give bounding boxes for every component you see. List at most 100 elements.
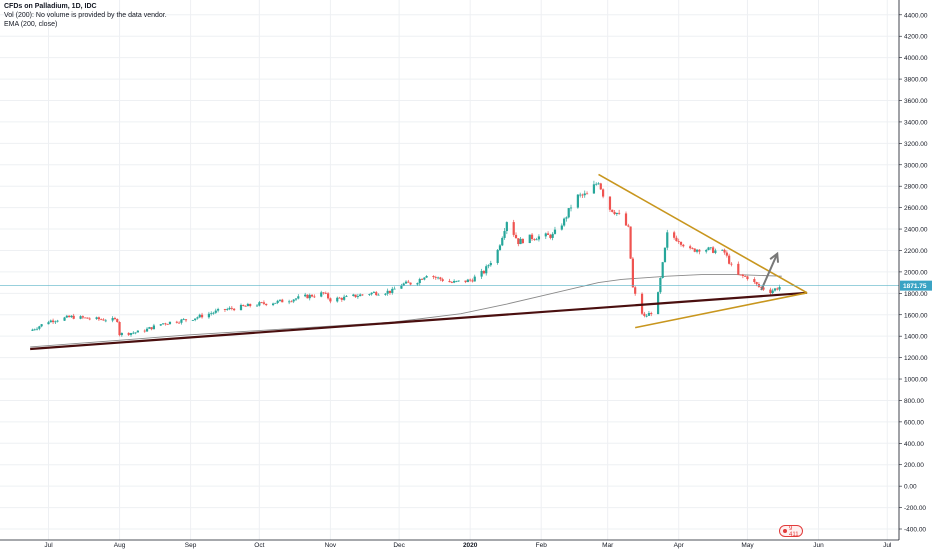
candle-body: [659, 277, 662, 293]
candle-body: [182, 319, 185, 321]
candle-body: [210, 313, 213, 315]
candle-body: [453, 280, 456, 283]
candle-body: [503, 231, 506, 238]
candle-body: [423, 277, 426, 280]
candle-body: [448, 280, 451, 283]
candle-body: [517, 238, 520, 245]
candle-body: [537, 236, 541, 240]
candle-body: [265, 303, 268, 306]
candle-body: [661, 262, 664, 278]
y-tick-label: 4200.00: [904, 34, 928, 41]
candle-body: [455, 280, 458, 282]
candle-body: [329, 298, 332, 302]
candle-body: [420, 279, 424, 280]
breakout-arrow-icon: [760, 253, 779, 291]
x-tick-label: May: [741, 542, 754, 549]
candle-body: [63, 317, 66, 321]
symbol-title: CFDs on Palladium, 1D, IDC: [4, 3, 97, 10]
alerts-badge[interactable]: 9 411: [779, 525, 803, 538]
candle-body: [634, 287, 637, 294]
candle-body: [134, 332, 137, 334]
y-tick-label: 4000.00: [904, 55, 928, 62]
candle-body: [512, 222, 515, 235]
candle-body: [132, 332, 135, 334]
candle-body: [391, 288, 394, 293]
candle-body: [677, 241, 680, 242]
candle-body: [643, 313, 646, 316]
candle-body: [466, 279, 469, 283]
candle-body: [482, 270, 486, 274]
candle-body: [725, 252, 728, 256]
candle-body: [258, 302, 261, 306]
candle-body: [576, 194, 579, 208]
candle-body: [143, 330, 146, 332]
candle-body: [198, 314, 201, 318]
y-axis: 4400.00 4200.00 4000.00 3800.00 3600.00 3400.…: [898, 0, 928, 540]
candle-body: [35, 328, 39, 330]
y-tick-label: 800.00: [904, 398, 924, 405]
grid: [0, 0, 899, 540]
candle-body: [214, 310, 217, 313]
candle-body: [86, 317, 89, 319]
breakout-arrowhead-icon: [769, 251, 780, 263]
candle-body: [359, 294, 362, 297]
x-tick-label: Aug: [114, 542, 126, 549]
y-tick-label: 400.00: [904, 441, 924, 448]
candle-body: [721, 249, 724, 251]
candle-body: [601, 189, 605, 197]
candle-body: [356, 296, 359, 298]
candle-body: [375, 292, 378, 296]
candle-body: [271, 303, 275, 306]
ema-line: [30, 274, 782, 348]
y-tick-label: 2800.00: [904, 184, 928, 191]
candle-body: [599, 183, 602, 190]
x-tick-label: Feb: [536, 542, 548, 549]
candle-body: [439, 277, 442, 280]
y-tick-label: 600.00: [904, 419, 924, 426]
candle-body: [709, 247, 712, 249]
candle-body: [40, 324, 43, 327]
candle-body: [714, 250, 717, 253]
trend-lines: [30, 173, 808, 351]
candle-body: [386, 290, 389, 294]
candle-body: [95, 317, 98, 319]
x-tick-label: Jun: [813, 542, 824, 549]
candle-body: [84, 317, 87, 319]
y-tick-label: 3600.00: [904, 98, 928, 105]
candle-body: [297, 296, 300, 299]
candle-body: [274, 302, 277, 304]
candle-body: [306, 294, 309, 299]
candle-body: [102, 319, 105, 321]
x-tick-label: Oct: [254, 542, 264, 549]
candle-body: [116, 319, 119, 323]
candle-body: [400, 285, 403, 289]
candle-body: [528, 234, 531, 244]
candle-body: [581, 194, 584, 196]
candle-body: [407, 281, 410, 283]
candle-body: [88, 318, 91, 320]
candle-body: [51, 320, 55, 323]
candle-body: [111, 318, 114, 321]
candle-body: [345, 295, 348, 297]
candle-body: [728, 255, 731, 264]
x-tick-label: Jul: [883, 542, 892, 549]
candle-body: [56, 320, 59, 322]
candle-body: [196, 317, 199, 319]
chart-legend: CFDs on Palladium, 1D, IDC Vol (200): No…: [4, 2, 167, 29]
candle-body: [178, 322, 181, 324]
candle-body: [549, 234, 552, 238]
candle-body: [262, 302, 266, 304]
candle-body: [744, 275, 747, 277]
candle-body: [583, 193, 586, 196]
candle-body: [54, 321, 57, 323]
y-tick-label: 1000.00: [904, 377, 928, 384]
candle-body: [723, 249, 726, 253]
candle-body: [242, 304, 245, 306]
candle-body: [159, 324, 162, 326]
candle-body: [260, 302, 263, 304]
candle-body: [372, 292, 376, 293]
candle-body: [707, 247, 710, 251]
candle-body: [432, 276, 435, 278]
candle-body: [565, 217, 568, 219]
